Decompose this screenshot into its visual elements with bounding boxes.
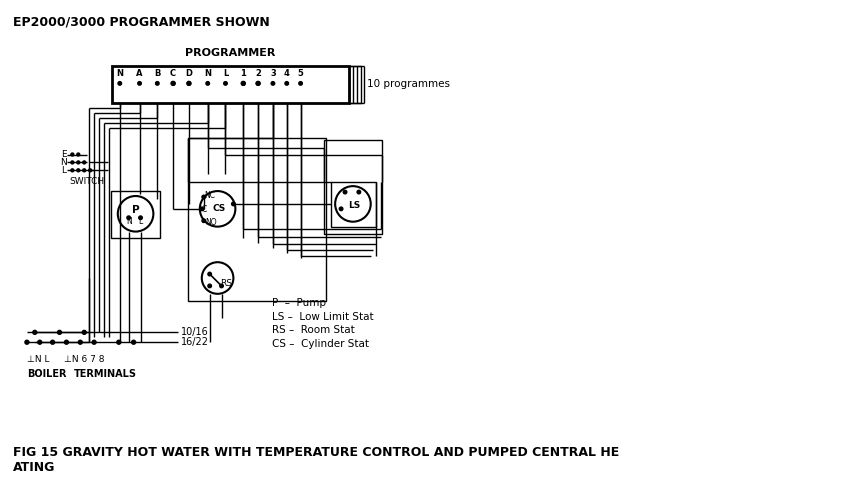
Circle shape [76, 153, 80, 156]
Circle shape [137, 82, 142, 85]
Text: L: L [222, 69, 228, 78]
Circle shape [202, 262, 234, 294]
Circle shape [187, 82, 191, 85]
Text: NC: NC [204, 191, 215, 199]
Text: 10/16: 10/16 [181, 327, 209, 337]
Text: RS: RS [221, 280, 233, 288]
Bar [111, 191, 161, 238]
Text: CS –  Cylinder Stat: CS – Cylinder Stat [272, 339, 369, 349]
Text: 1: 1 [241, 69, 247, 78]
Circle shape [58, 330, 62, 334]
Circle shape [118, 82, 122, 85]
Text: ⊥N L: ⊥N L [27, 355, 50, 364]
Text: P: P [131, 205, 139, 215]
Circle shape [127, 216, 131, 219]
Text: NO: NO [206, 218, 217, 227]
Circle shape [82, 169, 86, 172]
Bar [332, 182, 375, 227]
Circle shape [344, 190, 347, 194]
Text: P  –  Pump: P – Pump [272, 298, 326, 308]
Circle shape [187, 81, 191, 86]
Circle shape [285, 82, 289, 85]
Circle shape [82, 330, 86, 334]
Text: C: C [202, 206, 207, 214]
Text: L: L [62, 166, 66, 175]
Circle shape [71, 169, 74, 172]
Circle shape [223, 82, 228, 85]
Text: LS: LS [348, 201, 360, 210]
Text: RS –  Room Stat: RS – Room Stat [272, 326, 355, 336]
Circle shape [71, 153, 74, 156]
Text: E: E [61, 150, 66, 159]
Text: B: B [154, 69, 161, 78]
Circle shape [339, 207, 343, 211]
Circle shape [200, 207, 204, 211]
Circle shape [220, 284, 223, 288]
Text: EP2000/3000 PROGRAMMER SHOWN: EP2000/3000 PROGRAMMER SHOWN [13, 15, 270, 28]
Circle shape [25, 340, 29, 344]
Text: TERMINALS: TERMINALS [75, 369, 137, 379]
Circle shape [171, 82, 175, 85]
Text: 2: 2 [255, 69, 261, 78]
Text: SWITCH: SWITCH [70, 177, 105, 186]
Bar [325, 140, 381, 234]
Text: N: N [59, 158, 66, 167]
Circle shape [33, 330, 37, 334]
Text: 3: 3 [270, 69, 276, 78]
Circle shape [82, 161, 86, 164]
Circle shape [357, 190, 361, 194]
Circle shape [38, 340, 42, 344]
Circle shape [78, 340, 82, 344]
Circle shape [64, 340, 69, 344]
Text: 5: 5 [297, 69, 303, 78]
Text: A: A [137, 69, 143, 78]
Text: ATING: ATING [13, 461, 56, 474]
Text: C: C [170, 69, 176, 78]
Circle shape [241, 81, 246, 86]
Circle shape [271, 82, 275, 85]
Text: 10 programmes: 10 programmes [367, 79, 450, 89]
Circle shape [51, 340, 55, 344]
Circle shape [76, 169, 80, 172]
Circle shape [76, 161, 80, 164]
Text: L: L [138, 217, 143, 226]
Circle shape [139, 216, 143, 219]
Circle shape [200, 191, 235, 227]
Bar [112, 65, 349, 103]
Circle shape [256, 81, 260, 86]
Circle shape [208, 284, 211, 288]
Text: 4: 4 [283, 69, 289, 78]
Text: ⊥N 6 7 8: ⊥N 6 7 8 [64, 355, 105, 364]
Circle shape [118, 196, 154, 231]
Circle shape [208, 272, 211, 276]
Text: LS –  Low Limit Stat: LS – Low Limit Stat [272, 312, 374, 322]
Circle shape [256, 82, 260, 85]
Circle shape [88, 169, 92, 172]
Bar [188, 138, 326, 301]
Text: BOILER: BOILER [27, 369, 66, 379]
Circle shape [155, 82, 159, 85]
Circle shape [241, 82, 245, 85]
Circle shape [171, 81, 175, 86]
Text: CS: CS [213, 205, 226, 213]
Circle shape [232, 202, 235, 206]
Text: N: N [116, 69, 124, 78]
Circle shape [131, 340, 136, 344]
Text: D: D [186, 69, 192, 78]
Text: N: N [204, 69, 211, 78]
Text: N: N [125, 217, 131, 226]
Text: FIG 15 GRAVITY HOT WATER WITH TEMPERATURE CONTROL AND PUMPED CENTRAL HE: FIG 15 GRAVITY HOT WATER WITH TEMPERATUR… [13, 446, 619, 459]
Circle shape [117, 340, 121, 344]
Circle shape [71, 161, 74, 164]
Text: 16/22: 16/22 [181, 337, 209, 347]
Circle shape [202, 195, 205, 199]
Circle shape [92, 340, 96, 344]
Circle shape [206, 82, 210, 85]
Circle shape [202, 219, 205, 222]
Circle shape [299, 82, 302, 85]
Text: PROGRAMMER: PROGRAMMER [186, 48, 276, 58]
Circle shape [335, 186, 371, 222]
